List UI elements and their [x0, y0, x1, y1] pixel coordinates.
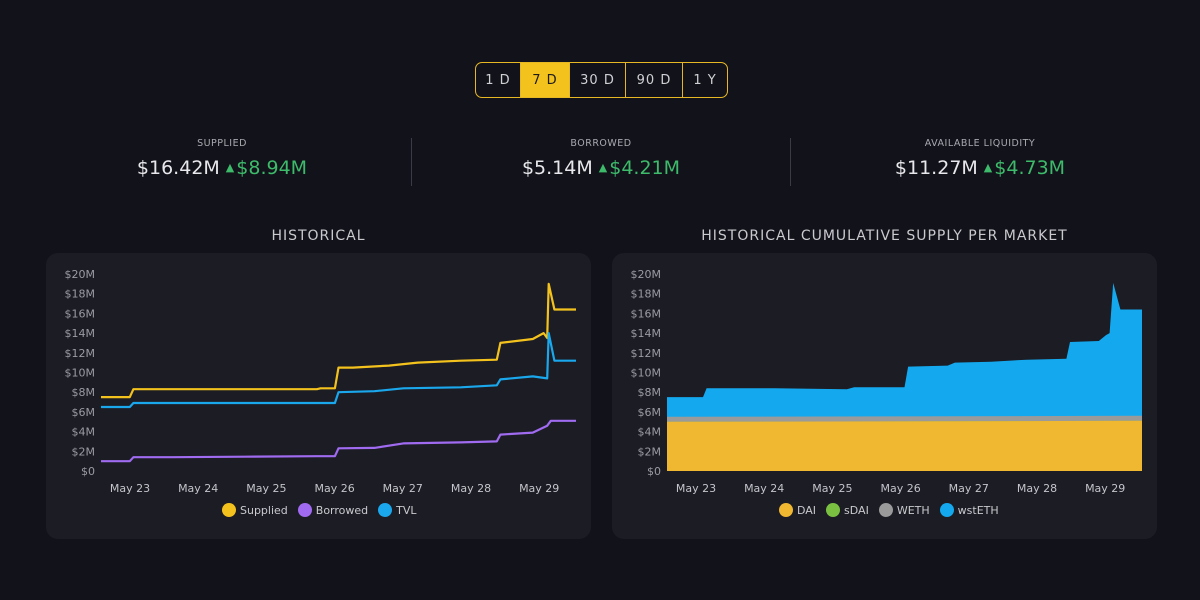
x-tick-label: May 27 — [383, 482, 423, 495]
legend-swatch — [378, 503, 393, 517]
cumulative-area-chart: $0 $2M $4M $6M $8M $10M $12M $14M $16M $18M $20M Ma… — [631, 268, 1142, 495]
series-line-supplied — [101, 282, 576, 399]
up-arrow-icon: ▲ — [598, 161, 608, 174]
x-tick-label: May 27 — [949, 482, 989, 495]
historical-line-chart: $0 $2M $4M $6M $8M $10M $12M $14M $16M $18M $20M Ma… — [65, 268, 576, 495]
range-7d-button[interactable]: 7 D — [521, 63, 570, 97]
y-tick-label: $18M — [631, 288, 662, 301]
range-1y-button[interactable]: 1 Y — [693, 72, 717, 88]
legend-label: Borrowed — [315, 503, 369, 517]
historical-title: HISTORICAL — [271, 228, 366, 244]
legend-item-weth[interactable]: WETH — [878, 503, 930, 517]
cumulative-supply-title: HISTORICAL CUMULATIVE SUPPLY PER MARKET — [701, 228, 1068, 244]
range-30d-button[interactable]: 30 D — [570, 63, 626, 97]
x-tick-label: May 29 — [519, 482, 559, 495]
up-arrow-icon: ▲ — [225, 161, 235, 174]
y-tick-label: $0 — [81, 465, 95, 478]
x-tick-label: May 25 — [812, 482, 852, 495]
y-tick-label: $4M — [638, 426, 662, 439]
y-tick-label: $10M — [65, 367, 96, 380]
x-tick-label: May 23 — [676, 482, 716, 495]
legend-item-tvl[interactable]: TVL — [378, 503, 417, 517]
legend-item-supplied[interactable]: Supplied — [222, 503, 288, 517]
x-tick-label: May 23 — [110, 482, 150, 495]
liquidity-label: AVAILABLE LIQUIDITY — [924, 138, 1036, 149]
y-tick-label: $2M — [72, 445, 96, 458]
legend-label: sDAI — [844, 503, 869, 517]
x-tick-label: May 29 — [1085, 482, 1125, 495]
x-tick-label: May 28 — [451, 482, 491, 495]
range-90d-button[interactable]: 90 D — [626, 63, 683, 97]
y-tick-label: $10M — [631, 367, 662, 380]
y-tick-label: $18M — [65, 288, 96, 301]
up-arrow-icon: ▲ — [983, 161, 993, 174]
y-tick-label: $16M — [631, 307, 662, 320]
legend-label: TVL — [396, 503, 417, 517]
borrowed-value: $5.14M — [521, 157, 593, 179]
time-range-selector: 1 D 7 D 30 D 90 D 1 Y — [475, 62, 728, 98]
supplied-stat: SUPPLIED $16.42M ▲ $8.94M — [32, 138, 412, 179]
legend-item-sdai[interactable]: sDAI — [826, 503, 869, 517]
y-tick-label: $14M — [631, 327, 662, 340]
legend-label: WETH — [896, 503, 930, 517]
legend-swatch — [939, 503, 954, 517]
y-tick-label: $8M — [72, 386, 96, 399]
legend-swatch — [222, 503, 236, 517]
liquidity-change: $4.73M — [994, 157, 1066, 179]
y-tick-label: $20M — [65, 268, 96, 281]
borrowed-label: BORROWED — [570, 138, 632, 149]
y-tick-label: $12M — [65, 347, 96, 360]
y-tick-label: $20M — [631, 268, 662, 281]
supplied-change: $8.94M — [236, 157, 308, 179]
legend-label: DAI — [797, 503, 817, 517]
supplied-value: $16.42M — [136, 157, 220, 179]
range-1d-button[interactable]: 1 D — [476, 63, 521, 97]
series-area-dai — [667, 420, 1142, 471]
y-tick-label: $6M — [72, 406, 96, 419]
y-tick-label: $4M — [72, 426, 96, 439]
legend-label: wstETH — [957, 503, 999, 517]
y-tick-label: $8M — [638, 386, 662, 399]
liquidity-stat: AVAILABLE LIQUIDITY $11.27M ▲ $4.73M — [790, 138, 1170, 179]
legend-swatch — [779, 503, 793, 517]
legend-swatch — [826, 503, 841, 517]
y-tick-label: $16M — [65, 307, 96, 320]
y-tick-label: $2M — [638, 445, 662, 458]
legend-swatch — [297, 503, 312, 517]
stat-divider — [411, 138, 412, 186]
x-tick-label: May 24 — [744, 482, 784, 495]
legend-item-wsteth[interactable]: wstETH — [939, 503, 999, 517]
x-tick-label: May 28 — [1017, 482, 1057, 495]
stat-divider — [790, 138, 791, 186]
cumulative-legend: DAI sDAI WETH wstETH — [779, 503, 999, 517]
x-tick-label: May 26 — [880, 482, 920, 495]
borrowed-change: $4.21M — [609, 157, 681, 179]
historical-chart-panel: $0 $2M $4M $6M $8M $10M $12M $14M $16M $18M $20M Ma… — [46, 253, 591, 539]
cumulative-chart-panel: $0 $2M $4M $6M $8M $10M $12M $14M $16M $18M $20M Ma… — [612, 253, 1157, 539]
legend-item-dai[interactable]: DAI — [779, 503, 816, 517]
series-line-tvl — [101, 332, 576, 409]
liquidity-value: $11.27M — [894, 157, 978, 179]
legend-swatch — [878, 503, 893, 517]
y-tick-label: $12M — [631, 347, 662, 360]
y-tick-label: $6M — [638, 406, 662, 419]
supplied-label: SUPPLIED — [197, 138, 247, 149]
x-tick-label: May 26 — [314, 482, 354, 495]
series-line-borrowed — [101, 419, 576, 463]
y-tick-label: $0 — [647, 465, 661, 478]
borrowed-stat: BORROWED $5.14M ▲ $4.21M — [411, 138, 791, 179]
y-tick-label: $14M — [65, 327, 96, 340]
historical-legend: Supplied Borrowed TVL — [222, 503, 417, 517]
x-tick-label: May 24 — [178, 482, 218, 495]
legend-label: Supplied — [240, 503, 288, 517]
x-tick-label: May 25 — [246, 482, 286, 495]
legend-item-borrowed[interactable]: Borrowed — [297, 503, 369, 517]
